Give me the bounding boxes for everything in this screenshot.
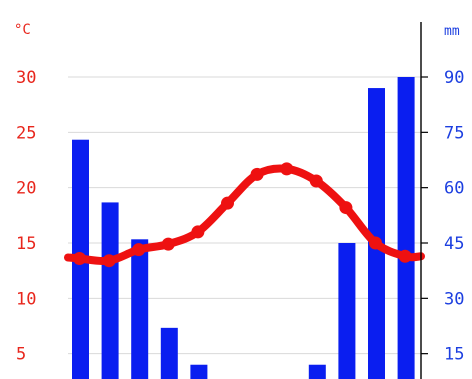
right-axis-ticks: 15 30 45 60 75 90 — [421, 68, 464, 365]
temperature-point-month-11 — [369, 236, 382, 250]
gridlines — [68, 76, 421, 355]
right-tick-label: 30 — [444, 289, 464, 309]
precipitation-bar-month-9 — [308, 364, 326, 379]
temperature-point-month-3 — [132, 243, 146, 257]
right-tick-label: 45 — [444, 234, 464, 254]
temperature-point-month-10 — [339, 201, 353, 215]
precipitation-bar-month-10 — [338, 243, 356, 379]
temperature-line — [64, 162, 425, 268]
left-axis-ticks: 5 10 15 20 25 30 — [16, 68, 36, 365]
temperature-point-month-4 — [161, 237, 175, 251]
temperature-point-month-7 — [250, 167, 264, 181]
right-tick-label: 75 — [444, 123, 464, 143]
precipitation-bar-month-2 — [101, 202, 119, 379]
precipitation-bar-month-3 — [131, 239, 149, 379]
left-tick-label: 30 — [16, 68, 36, 88]
temperature-point-month-1 — [73, 251, 86, 265]
temperature-point-month-8 — [280, 162, 294, 176]
left-tick-label: 10 — [16, 289, 36, 309]
temperature-point-month-2 — [102, 254, 116, 268]
temperature-point-month-5 — [191, 225, 205, 239]
left-tick-label: 5 — [16, 345, 26, 365]
right-tick-label: 15 — [444, 345, 464, 365]
precipitation-bar-month-11 — [368, 88, 385, 379]
right-axis-unit: mm — [444, 24, 460, 39]
left-tick-label: 15 — [16, 234, 36, 254]
left-axis-unit: °C — [14, 22, 31, 38]
precipitation-bar-month-4 — [160, 327, 178, 379]
temperature-point-month-6 — [221, 196, 234, 210]
right-tick-label: 90 — [444, 68, 464, 88]
precipitation-bar-month-5 — [190, 364, 208, 379]
temperature-point-month-12 — [398, 249, 412, 263]
left-tick-label: 25 — [16, 123, 36, 143]
precipitation-bar-month-12 — [397, 77, 415, 379]
temperature-point-month-9 — [309, 174, 323, 188]
left-tick-label: 20 — [16, 179, 36, 199]
right-tick-label: 60 — [444, 179, 464, 199]
